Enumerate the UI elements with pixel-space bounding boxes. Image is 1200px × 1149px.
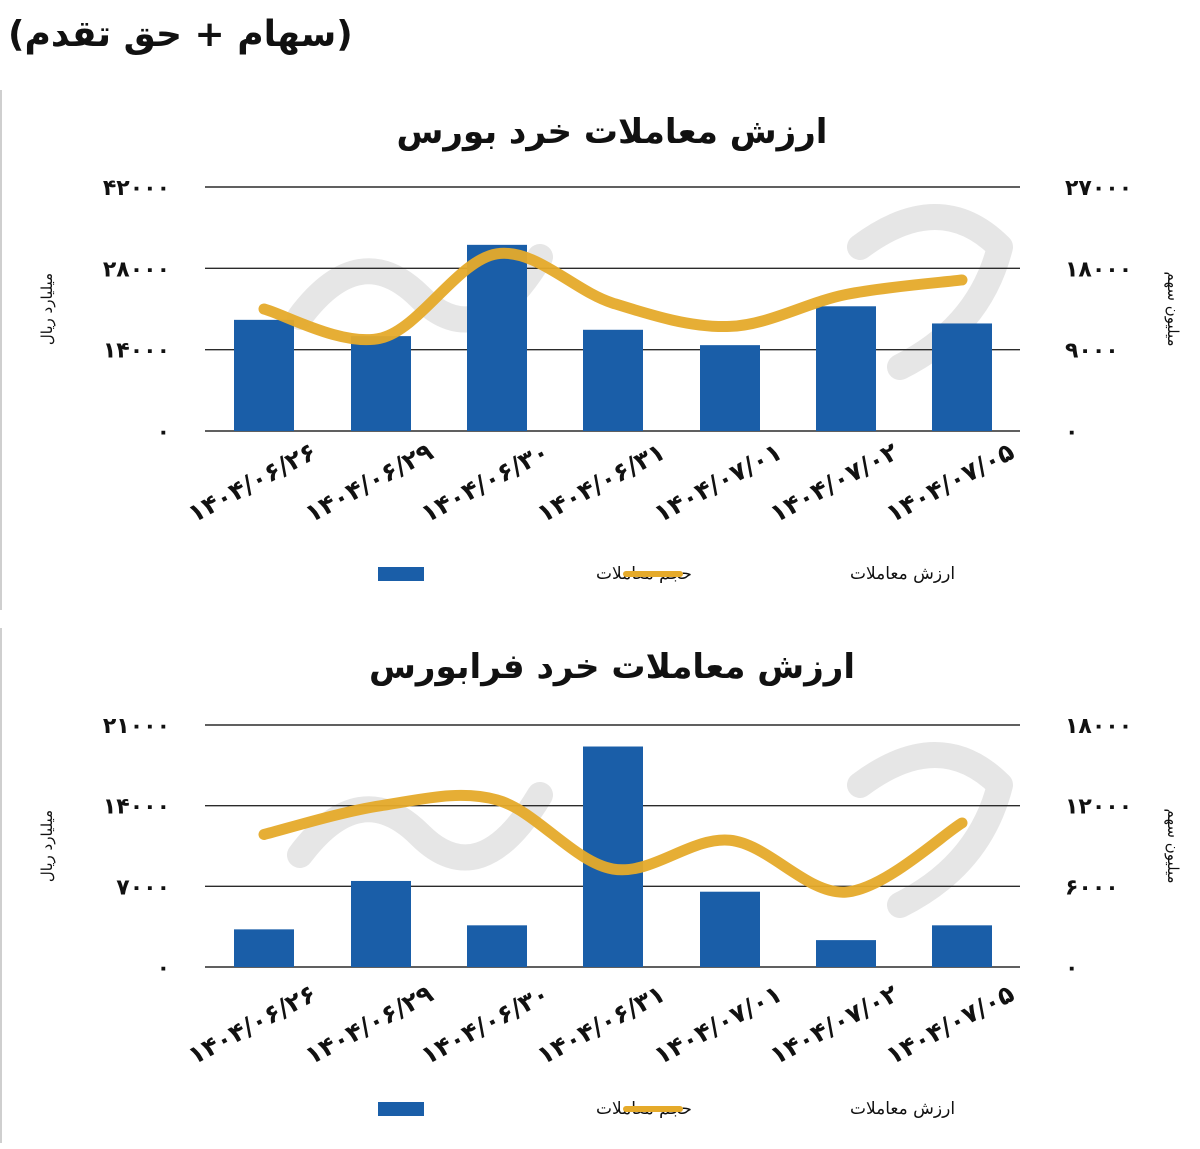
value-line: [258, 247, 968, 346]
bar: [467, 925, 527, 967]
left-axis-title: میلیارد ریال: [38, 810, 56, 882]
right-tick-label: ۲۷۰۰۰: [1065, 176, 1132, 201]
category-label: ۱۴۰۴/۰۶/۲۶: [183, 979, 321, 1070]
left-tick-label: ۱۴۰۰۰: [103, 795, 170, 820]
bar: [932, 323, 992, 431]
bar: [932, 925, 992, 967]
bar: [351, 336, 411, 431]
bar: [351, 880, 411, 967]
right-tick-label: ۱۸۰۰۰: [1065, 714, 1132, 739]
bourse-chart-panel: ارزش معاملات خرد بورس ۰ ۰ ۱۴۰۰۰ ۹۰۰۰ ۲۸۰۰۰ ۱۸۰…: [0, 95, 1200, 615]
right-tick-label: ۰: [1065, 956, 1078, 981]
category-label: ۱۴۰۴/۰۶/۲۶: [183, 437, 321, 528]
category-label: ۱۴۰۴/۰۷/۰۵: [881, 979, 1019, 1070]
category-label: ۱۴۰۴/۰۶/۳۰: [416, 979, 554, 1070]
category-label: ۱۴۰۴/۰۷/۰۲: [765, 979, 903, 1070]
legend-bar-swatch: [378, 1102, 424, 1116]
left-tick-label: ۰: [157, 956, 170, 981]
bar: [467, 244, 527, 431]
left-axis-title: میلیارد ریال: [38, 273, 56, 345]
legend-line-label: ارزش معاملات: [850, 1099, 955, 1119]
left-tick-label: ۲۸۰۰۰: [103, 257, 170, 282]
panel-left-rule: [0, 628, 2, 1143]
category-label: ۱۴۰۴/۰۷/۰۱: [649, 437, 787, 528]
left-tick-label: ۴۲۰۰۰: [103, 176, 170, 201]
left-tick-label: ۲۱۰۰۰: [103, 714, 170, 739]
legend-line-label: ارزش معاملات: [850, 564, 955, 584]
chart-title: ارزش معاملات خرد بورس: [397, 112, 828, 152]
watermark-stroke: [847, 742, 1013, 918]
bar: [234, 319, 294, 431]
bar: [816, 940, 876, 967]
bar: [700, 345, 760, 431]
right-axis-title: میلیون سهم: [1164, 808, 1182, 883]
category-label: ۱۴۰۴/۰۶/۲۹: [300, 979, 438, 1070]
bar: [816, 306, 876, 431]
category-label: ۱۴۰۴/۰۶/۳۱: [532, 979, 670, 1070]
value-line: [258, 789, 968, 898]
farabourse-chart-panel: ارزش معاملات خرد فرابورس ۰ ۰ ۷۰۰۰ ۶۰۰۰ ۱۴۰۰۰ ۱…: [0, 630, 1200, 1145]
right-tick-label: ۱۸۰۰۰: [1065, 257, 1132, 282]
page-header: (سهام + حق تقدم): [8, 14, 353, 55]
left-tick-label: ۰: [157, 420, 170, 445]
bar: [700, 891, 760, 967]
right-tick-label: ۱۲۰۰۰: [1065, 795, 1132, 820]
chart-title: ارزش معاملات خرد فرابورس: [369, 647, 855, 687]
panel-left-rule: [0, 90, 2, 610]
legend-bar-swatch: [378, 567, 424, 581]
bourse-chart: ارزش معاملات خرد بورس ۰ ۰ ۱۴۰۰۰ ۹۰۰۰ ۲۸۰۰۰ ۱۸۰…: [38, 112, 1182, 584]
farabourse-chart: ارزش معاملات خرد فرابورس ۰ ۰ ۷۰۰۰ ۶۰۰۰ ۱۴۰۰۰ ۱…: [38, 647, 1182, 1119]
right-tick-label: ۶۰۰۰: [1065, 875, 1119, 900]
category-label: ۱۴۰۴/۰۶/۲۹: [300, 437, 438, 528]
category-label: ۱۴۰۴/۰۶/۳۰: [416, 437, 554, 528]
right-axis-title: میلیون سهم: [1164, 271, 1182, 346]
bar: [583, 329, 643, 431]
category-label: ۱۴۰۴/۰۶/۳۱: [532, 437, 670, 528]
right-tick-label: ۰: [1065, 420, 1078, 445]
left-tick-label: ۷۰۰۰: [116, 875, 170, 900]
bar: [234, 929, 294, 967]
left-tick-label: ۱۴۰۰۰: [103, 339, 170, 364]
right-tick-label: ۹۰۰۰: [1065, 339, 1119, 364]
category-label: ۱۴۰۴/۰۷/۰۲: [765, 437, 903, 528]
category-label: ۱۴۰۴/۰۷/۰۱: [649, 979, 787, 1070]
category-label: ۱۴۰۴/۰۷/۰۵: [881, 437, 1019, 528]
